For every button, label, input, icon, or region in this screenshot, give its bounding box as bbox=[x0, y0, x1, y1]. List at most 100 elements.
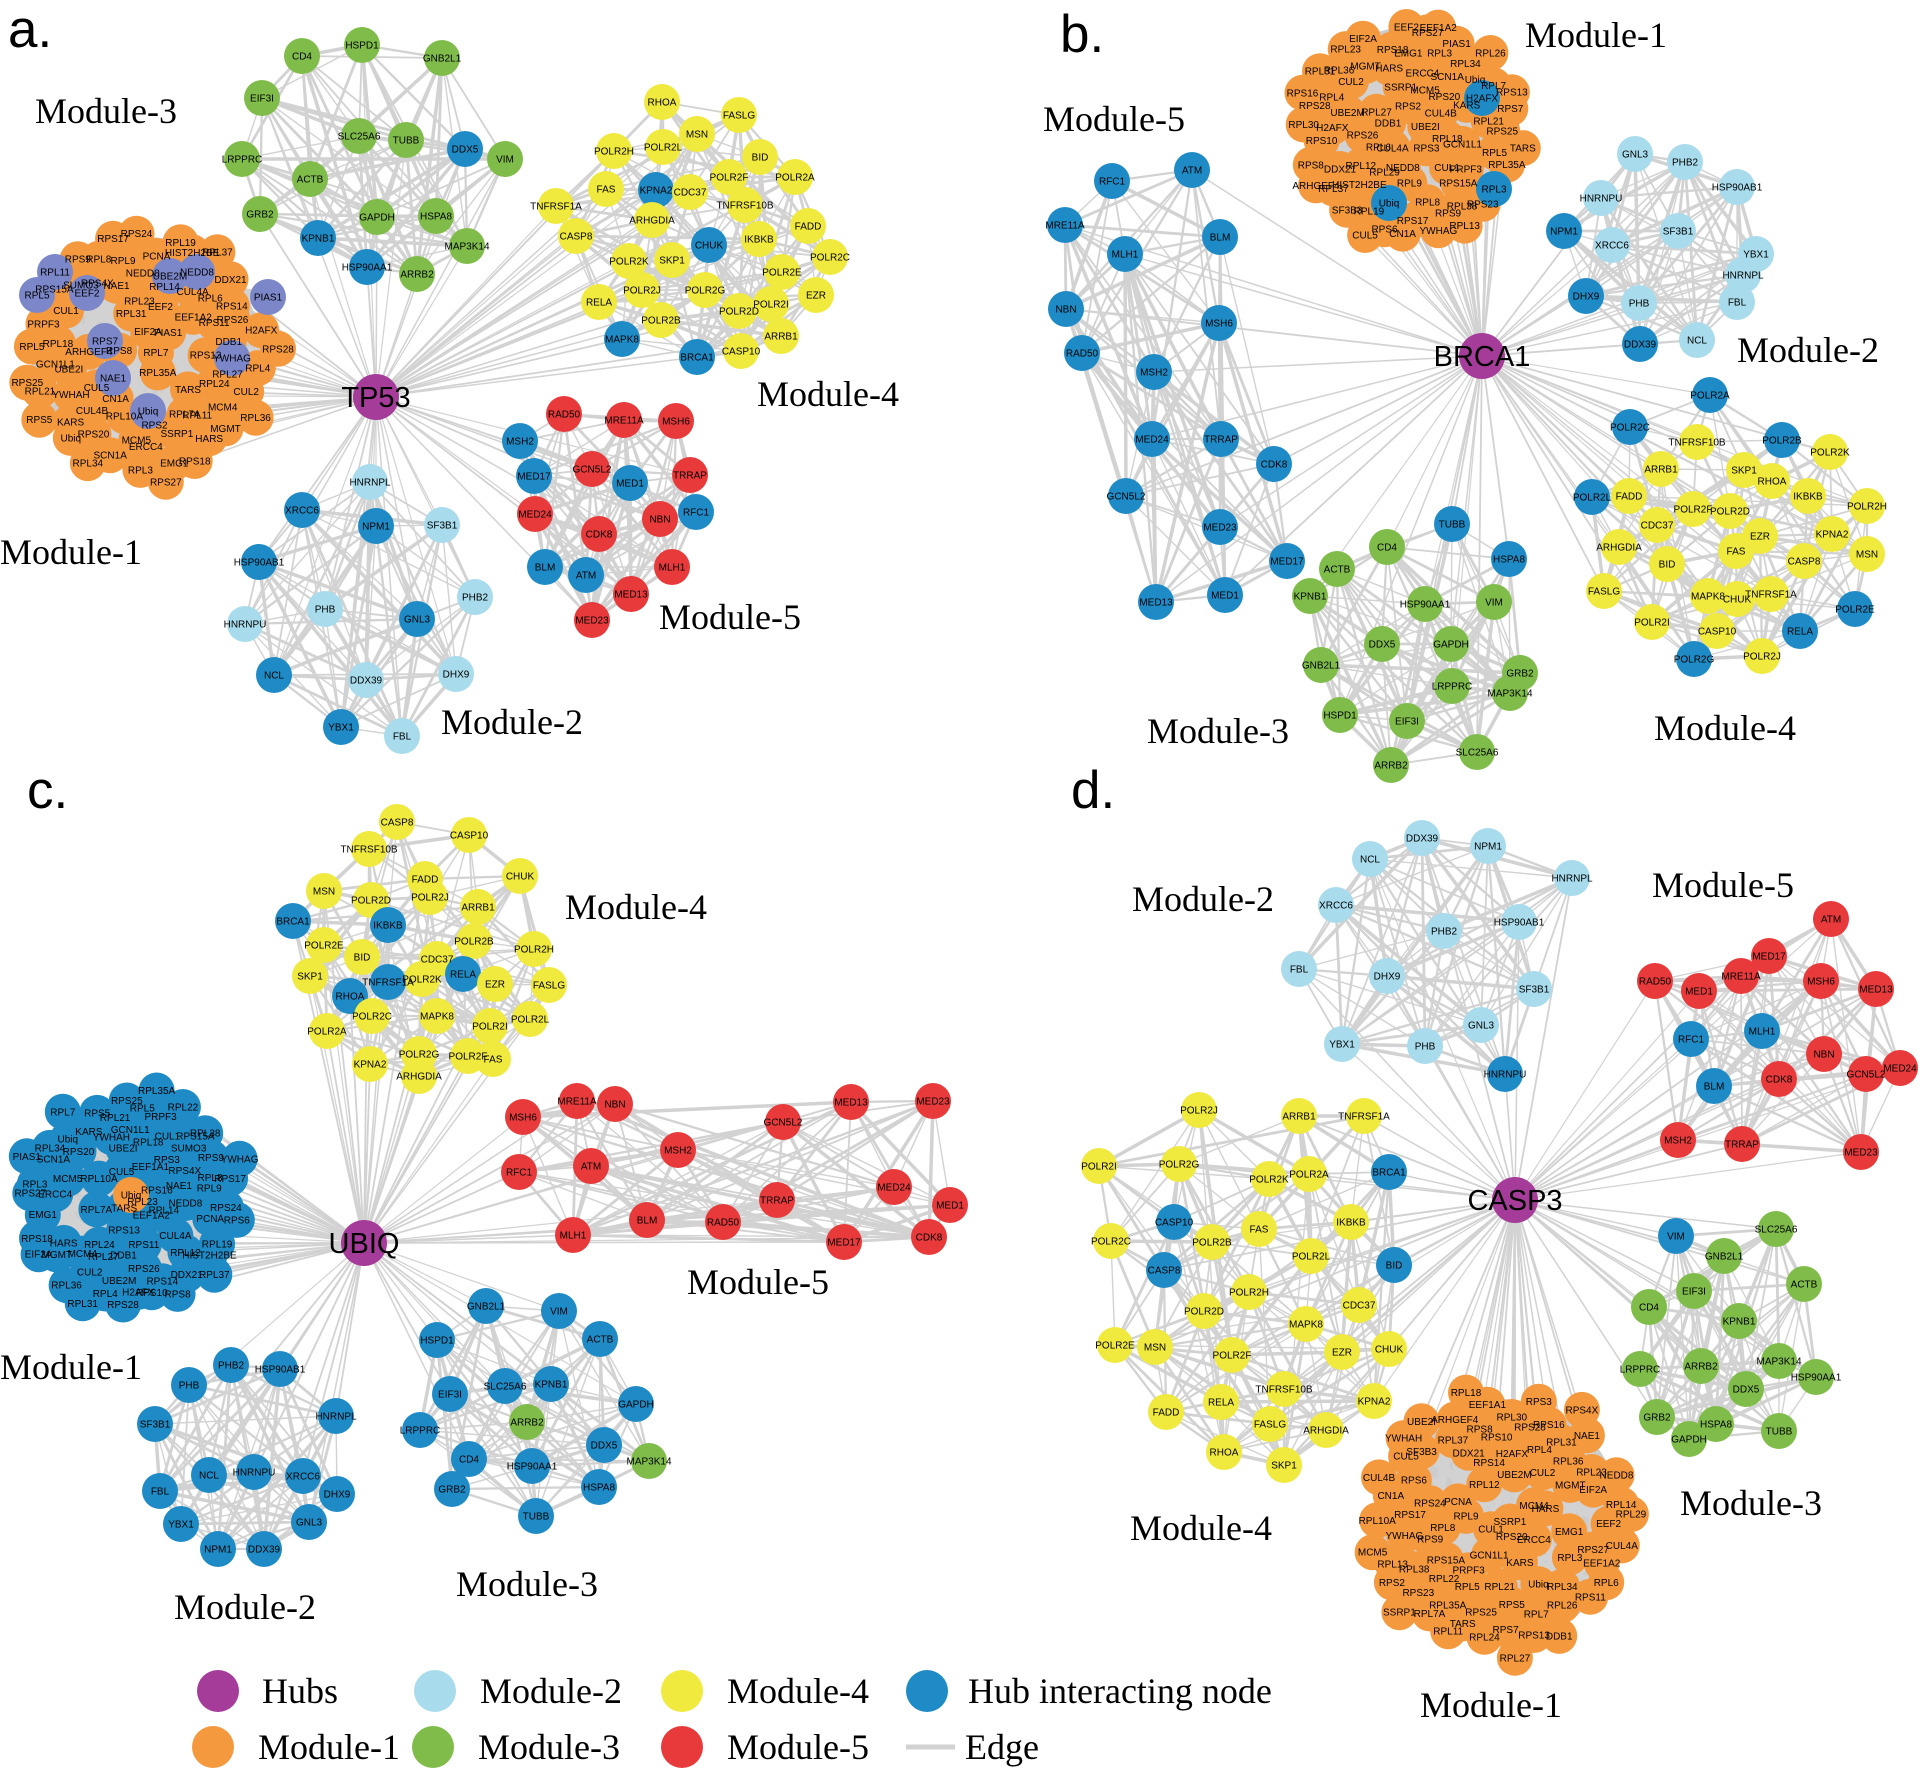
svg-text:SCN1A: SCN1A bbox=[94, 451, 128, 462]
svg-text:TARS: TARS bbox=[175, 385, 201, 396]
svg-text:MSH2: MSH2 bbox=[1664, 1136, 1692, 1147]
svg-text:RPL3: RPL3 bbox=[1557, 1553, 1582, 1564]
svg-text:RPS24: RPS24 bbox=[1414, 1499, 1446, 1510]
svg-text:GRB2: GRB2 bbox=[1506, 669, 1534, 680]
svg-text:RPL24: RPL24 bbox=[1469, 1632, 1500, 1643]
svg-text:EIF2A: EIF2A bbox=[25, 1250, 53, 1261]
svg-text:YWHAH: YWHAH bbox=[1385, 1434, 1422, 1445]
svg-text:NAE1: NAE1 bbox=[1574, 1431, 1601, 1442]
svg-text:ARRB2: ARRB2 bbox=[510, 1418, 544, 1429]
svg-text:RPL6: RPL6 bbox=[1594, 1578, 1619, 1589]
svg-text:MSH2: MSH2 bbox=[664, 1146, 692, 1157]
svg-text:SF3B3: SF3B3 bbox=[1332, 205, 1363, 216]
svg-text:RPL7: RPL7 bbox=[143, 348, 168, 359]
svg-text:RPS2: RPS2 bbox=[1395, 102, 1422, 113]
svg-text:MSN: MSN bbox=[1856, 550, 1878, 561]
svg-text:ARHGEF4: ARHGEF4 bbox=[1292, 181, 1340, 192]
svg-text:UBE2M: UBE2M bbox=[153, 272, 187, 283]
svg-text:HSP90AB1: HSP90AB1 bbox=[1494, 918, 1545, 929]
svg-text:Ubiq: Ubiq bbox=[1465, 75, 1486, 86]
svg-text:RPL11: RPL11 bbox=[40, 268, 70, 279]
svg-text:GNL3: GNL3 bbox=[1468, 1021, 1495, 1032]
svg-text:EMG1: EMG1 bbox=[1394, 48, 1423, 59]
svg-text:GCN5L2: GCN5L2 bbox=[1107, 492, 1146, 503]
svg-text:POLR2J: POLR2J bbox=[623, 286, 661, 297]
svg-text:TNFRSF1A: TNFRSF1A bbox=[362, 978, 414, 989]
svg-text:PRPF3: PRPF3 bbox=[1450, 164, 1483, 175]
svg-text:CUL1: CUL1 bbox=[155, 1132, 181, 1143]
svg-text:RPS20: RPS20 bbox=[78, 430, 110, 441]
svg-text:RPL11: RPL11 bbox=[1433, 1627, 1463, 1638]
svg-text:FAS: FAS bbox=[597, 185, 616, 196]
svg-text:POLR2B: POLR2B bbox=[641, 316, 681, 327]
svg-text:GCN1L1: GCN1L1 bbox=[111, 1125, 150, 1136]
svg-text:RPL36: RPL36 bbox=[240, 413, 271, 424]
svg-text:CD4: CD4 bbox=[1377, 543, 1397, 554]
svg-text:TRRAP: TRRAP bbox=[760, 1196, 794, 1207]
svg-text:BLM: BLM bbox=[535, 563, 556, 574]
svg-text:UBE2M: UBE2M bbox=[1497, 1470, 1531, 1481]
svg-text:ARRB1: ARRB1 bbox=[764, 332, 798, 343]
svg-text:CHUK: CHUK bbox=[506, 872, 535, 883]
svg-text:PRPF3: PRPF3 bbox=[144, 1112, 177, 1123]
svg-text:RPL34: RPL34 bbox=[1450, 59, 1481, 70]
svg-text:MAPK8: MAPK8 bbox=[1289, 1320, 1323, 1331]
svg-text:DDB1: DDB1 bbox=[1546, 1631, 1573, 1642]
svg-text:KPNA2: KPNA2 bbox=[354, 1060, 387, 1071]
svg-text:PHB2: PHB2 bbox=[218, 1361, 245, 1372]
svg-text:GRB2: GRB2 bbox=[1643, 1413, 1671, 1424]
svg-text:FAS: FAS bbox=[1727, 547, 1746, 558]
svg-text:HARS: HARS bbox=[50, 1238, 78, 1249]
svg-text:RPS4X: RPS4X bbox=[1566, 1405, 1599, 1416]
svg-text:NAE1: NAE1 bbox=[100, 374, 127, 385]
svg-text:RPL9: RPL9 bbox=[110, 256, 135, 267]
svg-text:MED13: MED13 bbox=[614, 590, 648, 601]
svg-text:RPS20: RPS20 bbox=[63, 1147, 95, 1158]
svg-text:FADD: FADD bbox=[412, 875, 439, 886]
svg-text:RPL31: RPL31 bbox=[67, 1299, 98, 1310]
svg-text:CDK8: CDK8 bbox=[1766, 1075, 1793, 1086]
svg-text:HNRNPU: HNRNPU bbox=[224, 620, 267, 631]
svg-text:MGMT: MGMT bbox=[1350, 62, 1381, 73]
svg-text:GNB2L1: GNB2L1 bbox=[1302, 661, 1341, 672]
svg-text:RPS24: RPS24 bbox=[210, 1203, 242, 1214]
svg-text:RAD50: RAD50 bbox=[1066, 349, 1099, 360]
svg-text:IKBKB: IKBKB bbox=[1336, 1218, 1366, 1229]
svg-text:BRCA1: BRCA1 bbox=[680, 353, 714, 364]
svg-text:RPS16: RPS16 bbox=[141, 1185, 173, 1196]
svg-text:RPL24: RPL24 bbox=[199, 379, 230, 390]
svg-text:CUL4B: CUL4B bbox=[76, 406, 109, 417]
svg-text:KARS: KARS bbox=[1506, 1558, 1534, 1569]
svg-text:RPS4X: RPS4X bbox=[168, 1166, 201, 1177]
svg-text:BLM: BLM bbox=[1210, 233, 1231, 244]
svg-text:DDX39: DDX39 bbox=[1624, 340, 1657, 351]
svg-text:MED24: MED24 bbox=[1883, 1064, 1917, 1075]
svg-text:CHUK: CHUK bbox=[695, 241, 724, 252]
svg-text:HSPA8: HSPA8 bbox=[1493, 555, 1525, 566]
svg-text:DDX39: DDX39 bbox=[248, 1545, 281, 1556]
svg-text:TP53: TP53 bbox=[341, 382, 410, 414]
svg-text:RPL6: RPL6 bbox=[1366, 143, 1391, 154]
svg-text:ARHGDIA: ARHGDIA bbox=[1596, 543, 1642, 554]
svg-text:RPL30: RPL30 bbox=[1497, 1413, 1528, 1424]
svg-text:Module-1: Module-1 bbox=[258, 1727, 400, 1767]
svg-text:RPS11: RPS11 bbox=[1575, 1592, 1606, 1603]
svg-text:BID: BID bbox=[1386, 1261, 1403, 1272]
svg-text:ARHGEF4: ARHGEF4 bbox=[65, 347, 113, 358]
svg-text:RPL10A: RPL10A bbox=[106, 412, 144, 423]
svg-text:RPS17: RPS17 bbox=[214, 1174, 246, 1185]
svg-text:RPS23: RPS23 bbox=[1467, 199, 1499, 210]
svg-text:VIM: VIM bbox=[1485, 598, 1503, 609]
svg-text:RPL18: RPL18 bbox=[1432, 134, 1463, 145]
svg-text:DDX5: DDX5 bbox=[591, 1441, 618, 1452]
svg-text:TRRAP: TRRAP bbox=[1725, 1140, 1759, 1151]
svg-text:ACTB: ACTB bbox=[587, 1335, 614, 1346]
svg-text:SKP1: SKP1 bbox=[1731, 466, 1757, 477]
svg-text:RPS6: RPS6 bbox=[1401, 1476, 1428, 1487]
svg-text:TNFRSF1A: TNFRSF1A bbox=[1338, 1112, 1390, 1123]
svg-text:PRPF3: PRPF3 bbox=[1452, 1566, 1485, 1577]
svg-text:KPNB1: KPNB1 bbox=[535, 1380, 568, 1391]
svg-text:MED1: MED1 bbox=[1211, 591, 1239, 602]
svg-text:FBL: FBL bbox=[1728, 298, 1747, 309]
svg-text:MAP3K14: MAP3K14 bbox=[1756, 1357, 1801, 1368]
